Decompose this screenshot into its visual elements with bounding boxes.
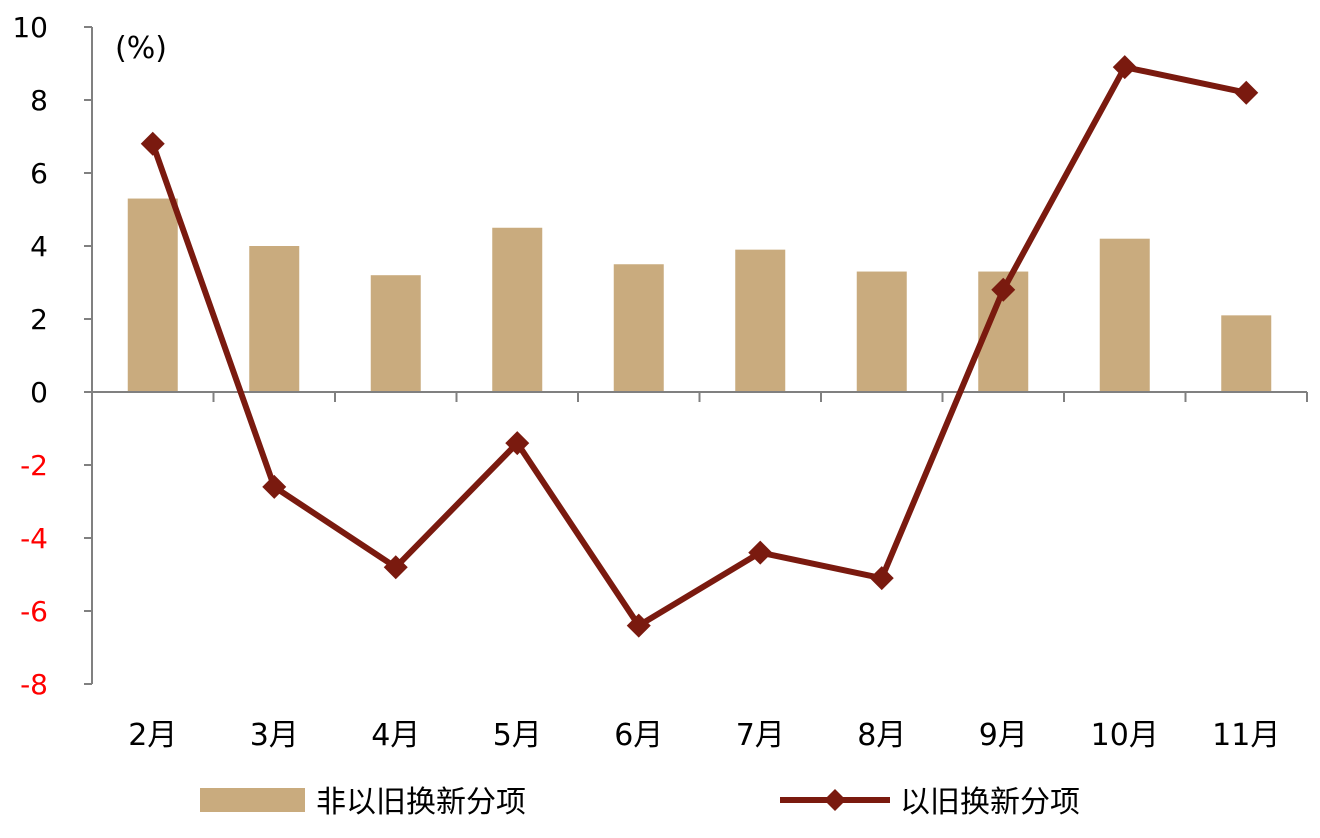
line-point-2月	[140, 131, 165, 156]
y-tick-label: -4	[20, 522, 48, 555]
line-point-7月	[748, 540, 773, 565]
bar-6月	[613, 264, 664, 392]
x-axis-labels: 2月 3月 4月 5月 6月 7月 8月 9月 10月 11月	[128, 718, 1280, 753]
bar-11月	[1221, 315, 1272, 392]
x-tick-label: 6月	[614, 718, 663, 753]
y-tick-label: 8	[30, 84, 48, 117]
y-axis-ticks: 10 8 6 4 2 0 -2 -4 -6 -8	[12, 11, 92, 701]
y-tick-label: -6	[20, 595, 48, 628]
line-point-4月	[383, 555, 408, 580]
axes	[91, 27, 1308, 684]
bar-3月	[249, 246, 300, 392]
bar-7月	[735, 249, 786, 392]
x-tick-label: 9月	[979, 718, 1028, 753]
line-point-10月	[1112, 55, 1137, 80]
x-tick-label: 5月	[493, 718, 542, 753]
y-tick-label: -8	[20, 668, 48, 701]
legend-line-marker	[824, 789, 846, 811]
y-tick-label: 2	[30, 303, 48, 336]
legend-bar-label: 非以旧换新分项	[316, 785, 526, 820]
x-tick-label: 8月	[857, 718, 906, 753]
line-point-3月	[262, 474, 287, 499]
legend-bar-swatch	[200, 788, 305, 812]
line-point-6月	[626, 613, 651, 638]
x-tick-label: 3月	[250, 718, 299, 753]
bar-10月	[1099, 238, 1150, 392]
x-tick-label: 7月	[736, 718, 785, 753]
bar-5月	[492, 227, 543, 392]
x-tick-label: 11月	[1212, 718, 1280, 753]
y-tick-label: 10	[12, 11, 48, 44]
line-point-9月	[991, 277, 1016, 302]
legend-line-label: 以旧换新分项	[900, 785, 1080, 820]
unit-label: (%)	[115, 31, 167, 66]
y-tick-label: 0	[30, 376, 48, 409]
bar-series	[127, 198, 1272, 392]
x-tick-label: 4月	[371, 718, 420, 753]
y-tick-label: -2	[20, 449, 48, 482]
line-point-8月	[869, 566, 894, 591]
line-point-11月	[1234, 80, 1259, 105]
line-series	[140, 55, 1259, 638]
bar-2月	[127, 198, 178, 392]
x-tick-label: 10月	[1091, 718, 1159, 753]
y-tick-label: 6	[30, 157, 48, 190]
y-tick-label: 4	[30, 230, 48, 263]
line-path	[149, 64, 1247, 629]
bar-8月	[856, 271, 907, 392]
bar-4月	[370, 275, 421, 392]
legend: 非以旧换新分项 以旧换新分项	[200, 785, 1080, 820]
x-tick-label: 2月	[128, 718, 177, 753]
line-point-5月	[505, 431, 530, 456]
